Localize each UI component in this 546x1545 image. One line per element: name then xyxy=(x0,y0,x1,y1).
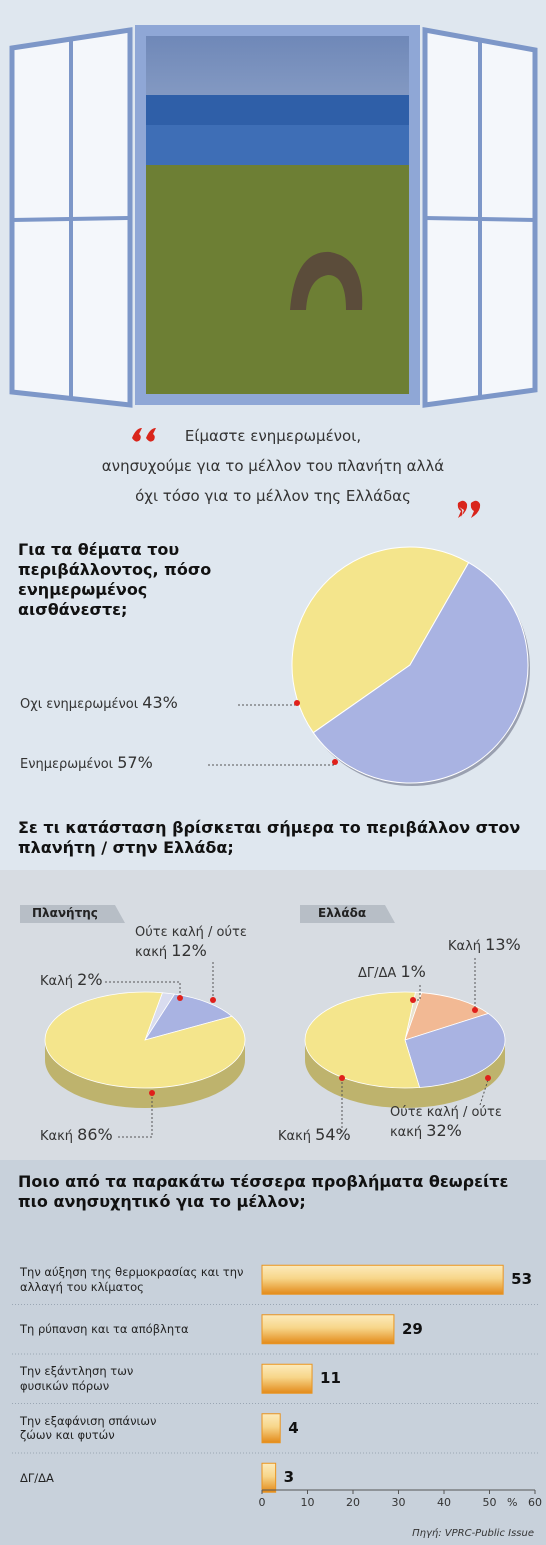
slice-label: ΔΓ/ΔΑ 1% xyxy=(358,962,438,982)
chart-title: Σε τι κατάσταση βρίσκεται σήμερα το περι… xyxy=(18,818,521,857)
chart-title: Για τα θέματα του περιβάλλοντος, πόσο εν… xyxy=(18,540,212,619)
x-tick-label: 10 xyxy=(300,1496,315,1509)
leader-dot xyxy=(485,1075,491,1081)
leader-dot xyxy=(294,700,300,706)
category: Καλή xyxy=(40,974,74,989)
chart-subtitle: Ελλάδα xyxy=(318,906,367,920)
value-label: 4 xyxy=(288,1418,299,1437)
value-label: 11 xyxy=(320,1369,341,1388)
pie-slice xyxy=(144,993,233,1041)
slice-label: Καλή 2% xyxy=(40,970,140,990)
quote-line: Είμαστε ενημερωμένοι, xyxy=(184,427,362,445)
slice-label: Καλή 13% xyxy=(448,935,538,955)
value-label: 43% xyxy=(142,693,178,712)
category: Ούτε καλή / ούτε κακή xyxy=(135,925,247,961)
slice-label: Ούτε καλή / ούτε κακή 32% xyxy=(390,1105,510,1142)
tab xyxy=(300,905,395,923)
leader-dot xyxy=(177,995,183,1001)
value-label: 54% xyxy=(315,1125,351,1144)
quote-line: όχι τόσο για το μέλλον της Ελλάδας xyxy=(135,487,411,505)
slice-label: Κακή 86% xyxy=(40,1125,140,1145)
leader-line xyxy=(413,985,421,1001)
slice-label: Κακή 54% xyxy=(278,1125,368,1145)
category: Καλή xyxy=(448,939,482,954)
value-label: 57% xyxy=(117,753,153,772)
photo-sea xyxy=(146,95,409,125)
shutter-bar xyxy=(424,216,536,222)
leader-dot xyxy=(332,759,338,765)
quote-mark xyxy=(457,500,481,518)
x-tick-label: 60 xyxy=(528,1496,542,1509)
pie-slice xyxy=(291,546,470,734)
category-label: Την αύξηση της θερμοκρασίας και την αλλα… xyxy=(20,1265,244,1294)
leader-dot xyxy=(339,1075,345,1081)
leader-dot xyxy=(149,1090,155,1096)
category-label: Την εξαφάνιση σπάνιων ζώων και φυτών xyxy=(20,1413,157,1443)
leader-dot xyxy=(410,997,416,1003)
value-label: 53 xyxy=(511,1270,533,1289)
x-tick-label: 20 xyxy=(346,1496,360,1509)
shutter-bar xyxy=(11,216,131,222)
photo-sea xyxy=(146,125,409,165)
value-label: 13% xyxy=(485,935,521,954)
quote-line: ανησυχούμε για το μέλλον του πλανήτη αλλ… xyxy=(101,457,445,475)
category: Οχι ενημερωμένοι xyxy=(20,697,139,712)
category-label: ΔΓ/ΔΑ xyxy=(20,1470,54,1485)
chart-title: Ποιο από τα παρακάτω τέσσερα προβλήματα … xyxy=(18,1172,509,1211)
bar xyxy=(261,1314,395,1345)
slice-label: Οχι ενημερωμένοι 43% xyxy=(20,693,270,713)
category: Ενημερωμένοι xyxy=(20,757,114,772)
pie-slice xyxy=(404,1012,506,1088)
category-label: Τη ρύπανση και τα απόβλητα xyxy=(20,1322,189,1337)
bar xyxy=(261,1413,281,1444)
chart-subtitle: Πλανήτης xyxy=(32,906,98,920)
x-tick-label: 50 xyxy=(482,1496,497,1509)
bar xyxy=(261,1363,313,1394)
bar xyxy=(261,1264,504,1295)
value-label: 3 xyxy=(283,1468,295,1487)
value-label: 29 xyxy=(401,1319,423,1338)
x-tick-label: 0 xyxy=(258,1496,266,1509)
leader-line xyxy=(105,981,181,998)
category-label: Την εξάντληση των φυσικών πόρων xyxy=(20,1364,134,1393)
photo-grass xyxy=(146,165,409,394)
category: ΔΓ/ΔΑ xyxy=(358,966,397,981)
photo-rock xyxy=(290,251,363,310)
category: Κακή xyxy=(278,1129,311,1144)
value-label: 12% xyxy=(171,941,207,961)
slice-label: Ενημερωμένοι 57% xyxy=(20,753,270,773)
leader-line xyxy=(118,1095,153,1138)
category: Ούτε καλή / ούτε κακή xyxy=(390,1105,502,1141)
slice-label: Ούτε καλή / ούτε κακή 12% xyxy=(135,925,255,962)
x-tick-label: 40 xyxy=(437,1496,451,1509)
tab xyxy=(20,905,125,923)
pie-slice xyxy=(304,991,421,1089)
bar xyxy=(261,1462,277,1493)
x-axis-label: % xyxy=(507,1496,518,1509)
pie-slice xyxy=(404,992,490,1041)
category: Κακή xyxy=(40,1129,73,1144)
pie-slice xyxy=(312,561,529,784)
value-label: 2% xyxy=(77,970,103,989)
source: Πηγή: VPRC-Public Issue xyxy=(412,1528,534,1539)
x-tick-label: 30 xyxy=(391,1496,406,1509)
value-label: 1% xyxy=(400,962,426,981)
leader-line xyxy=(479,1079,489,1106)
pie-slice xyxy=(44,991,246,1089)
leader-dot xyxy=(210,997,216,1003)
value-label: 86% xyxy=(77,1125,113,1144)
leader-dot xyxy=(472,1007,478,1013)
quote-mark xyxy=(132,428,156,442)
value-label: 32% xyxy=(426,1121,462,1141)
